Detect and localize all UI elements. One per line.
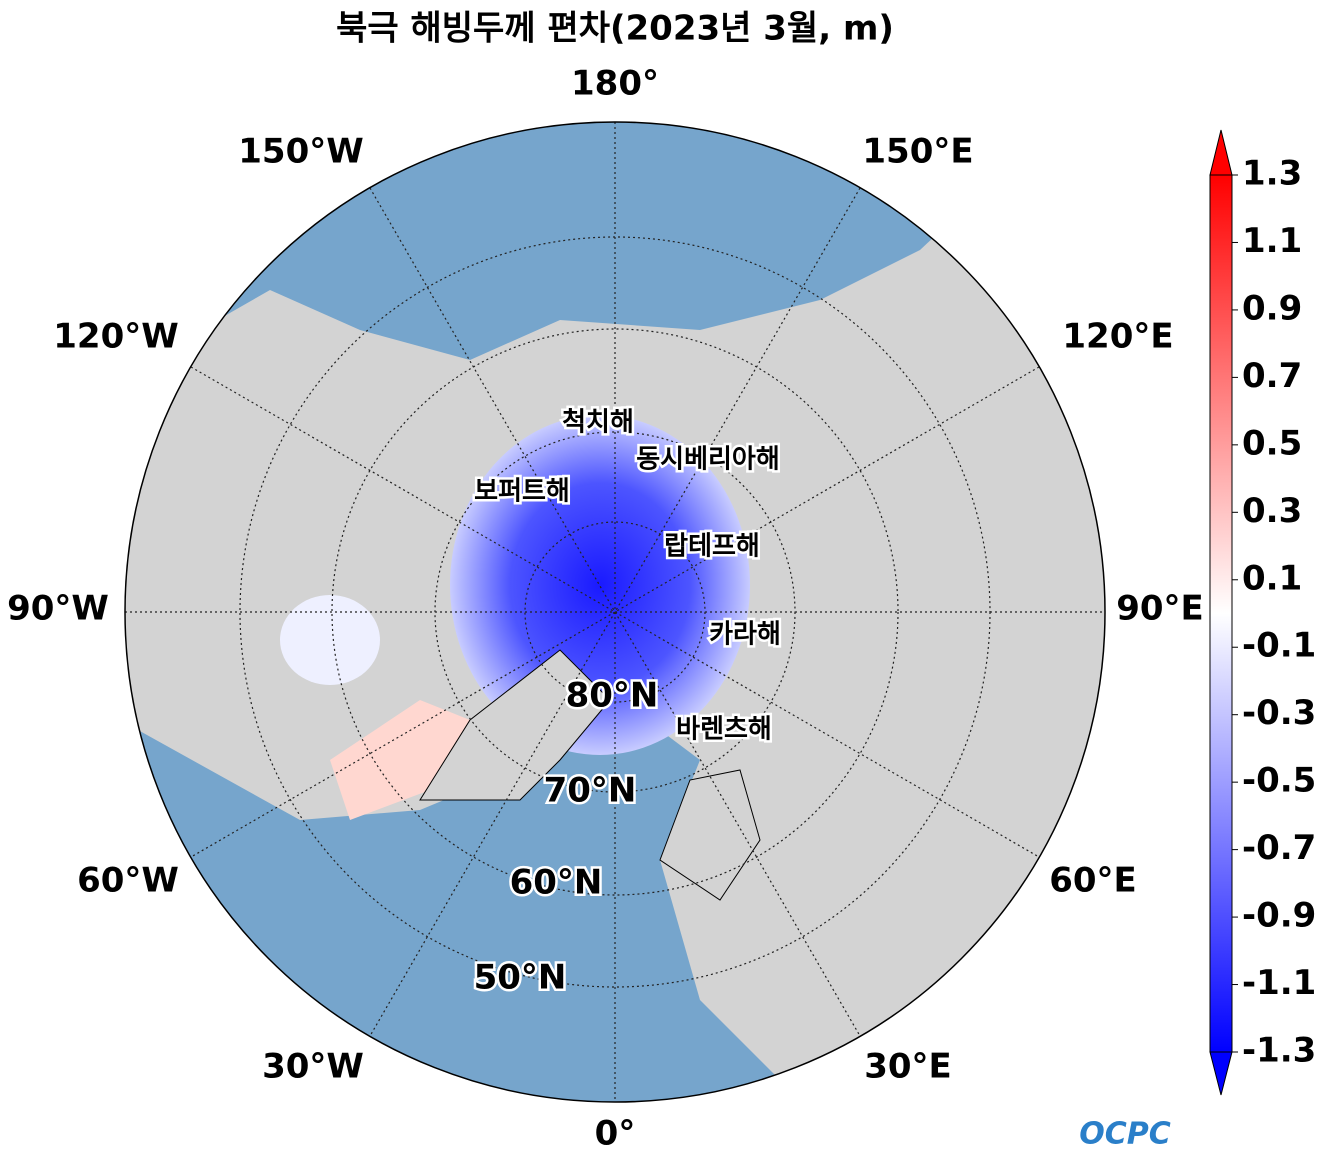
colorbar-extend-max bbox=[1209, 129, 1233, 176]
logo: OCPC bbox=[1079, 1117, 1171, 1152]
colorbar bbox=[1209, 174, 1233, 1053]
colorbar-tick-label: 0.7 bbox=[1242, 356, 1302, 396]
colorbar-tick-label: 0.5 bbox=[1242, 423, 1302, 463]
colorbar-tick-label: -0.3 bbox=[1242, 693, 1316, 733]
longitude-label: 90°E bbox=[1116, 589, 1204, 629]
sea-label: 카라해 bbox=[709, 620, 781, 650]
longitude-label: 120°E bbox=[1062, 317, 1173, 357]
sea-label: 동시베리아해 bbox=[636, 445, 780, 475]
longitude-label: 30°E bbox=[864, 1047, 952, 1087]
graticule bbox=[125, 122, 1105, 1102]
colorbar-tick-label: -0.9 bbox=[1242, 896, 1316, 936]
latitude-label: 50°N bbox=[474, 958, 567, 998]
longitude-label: 0° bbox=[595, 1114, 636, 1154]
longitude-label: 60°E bbox=[1049, 861, 1137, 901]
colorbar-tick-label: -0.1 bbox=[1242, 626, 1316, 666]
longitude-label: 180° bbox=[571, 64, 659, 104]
colorbar-tick-label: 1.3 bbox=[1242, 154, 1302, 194]
colorbar-extend-min bbox=[1209, 1051, 1233, 1096]
colorbar-tick-label: 0.9 bbox=[1242, 288, 1302, 328]
map-border bbox=[124, 121, 1106, 1103]
colorbar-tick-label: 0.3 bbox=[1242, 491, 1302, 531]
sea-label: 바렌츠해 bbox=[676, 715, 772, 745]
longitude-label: 30°W bbox=[262, 1047, 364, 1087]
latitude-label: 70°N bbox=[544, 771, 637, 811]
longitude-label: 90°W bbox=[7, 589, 109, 629]
sea-label: 척치해 bbox=[562, 408, 634, 438]
longitude-label: 120°W bbox=[53, 317, 178, 357]
colorbar-tick-label: -0.7 bbox=[1242, 828, 1316, 868]
latitude-label: 60°N bbox=[510, 863, 603, 903]
sea-label: 보퍼트해 bbox=[474, 477, 570, 507]
colorbar-tick-label: -1.3 bbox=[1242, 1031, 1316, 1071]
title: 북극 해빙두께 편차(2023년 3월, m) bbox=[336, 9, 894, 49]
longitude-label: 60°W bbox=[77, 861, 179, 901]
longitude-label: 150°E bbox=[862, 132, 973, 172]
colorbar-tick-label: -1.1 bbox=[1242, 963, 1316, 1003]
sea-label: 랍테프해 bbox=[664, 532, 760, 562]
colorbar-tick-label: 0.1 bbox=[1242, 558, 1302, 598]
colorbar-tick-label: 1.1 bbox=[1242, 221, 1302, 261]
colorbar-tick-label: -0.5 bbox=[1242, 761, 1316, 801]
longitude-label: 150°W bbox=[238, 132, 363, 172]
latitude-label: 80°N bbox=[566, 676, 659, 716]
